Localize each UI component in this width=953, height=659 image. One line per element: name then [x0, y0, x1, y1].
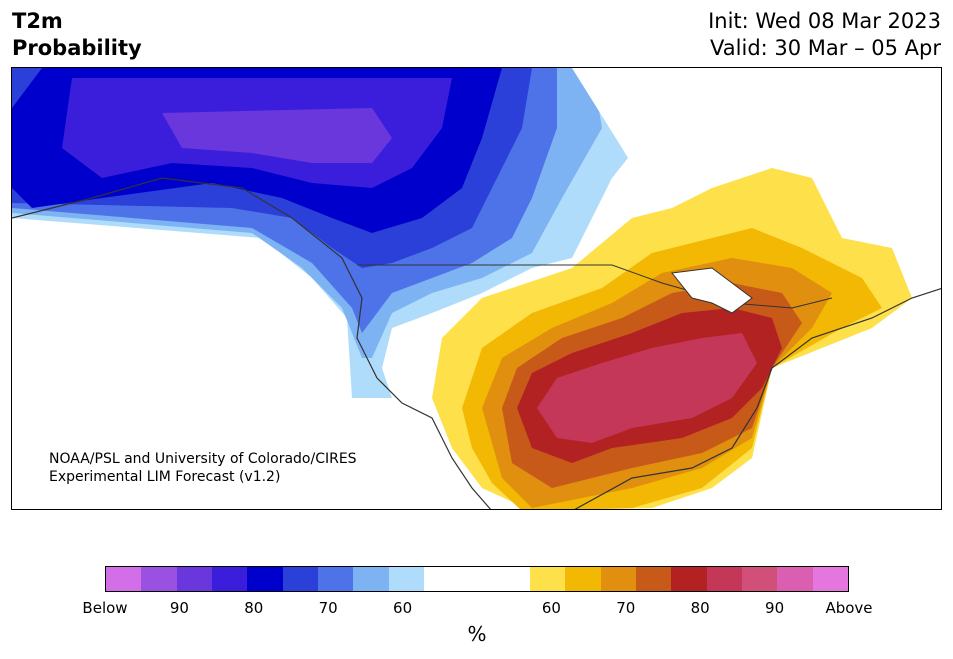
title-line-1: T2m: [12, 9, 63, 33]
colorbar-swatch: [600, 567, 636, 591]
colorbar-swatch: [106, 567, 142, 591]
colorbar-swatch: [494, 567, 530, 591]
colorbar-swatch: [176, 567, 212, 591]
colorbar-swatch: [353, 567, 389, 591]
colorbar-swatch: [741, 567, 778, 591]
colorbar-swatch: [777, 567, 813, 591]
colorbar-tick-label: 80: [244, 599, 264, 617]
init-date: Init: Wed 08 Mar 2023: [708, 9, 941, 33]
forecast-dates: Init: Wed 08 Mar 2023 Valid: 30 Mar – 05…: [708, 8, 941, 62]
colorbar-tick-label: 60: [393, 599, 413, 617]
warm-zone-85: [537, 333, 757, 443]
colorbar-tick-label: Above: [825, 599, 873, 617]
title-line-2: Probability: [12, 36, 142, 60]
map-canvas: [12, 68, 941, 509]
colorbar-tick-label: 80: [690, 599, 710, 617]
colorbar-swatch: [211, 567, 248, 591]
colorbar-swatch: [423, 567, 460, 591]
colorbar-swatch: [247, 567, 283, 591]
great-lakes: [671, 267, 753, 314]
cold-zone-95: [162, 108, 392, 163]
colorbar-tick-label: 70: [318, 599, 338, 617]
coastline: [12, 177, 941, 509]
credit-text: NOAA/PSL and University of Colorado/CIRE…: [49, 450, 357, 486]
colorbar-tick-label: 90: [765, 599, 785, 617]
colorbar-tick-label: 60: [541, 599, 561, 617]
credit-line-2: Experimental LIM Forecast (v1.2): [49, 469, 281, 485]
colorbar-swatch: [671, 567, 707, 591]
credit-line-1: NOAA/PSL and University of Colorado/CIRE…: [49, 451, 357, 467]
colorbar-tick-label: 70: [616, 599, 636, 617]
map-title: T2m Probability: [12, 8, 142, 62]
colorbar-swatch: [529, 567, 566, 591]
colorbar-swatch: [141, 567, 177, 591]
hudson-water: [572, 68, 941, 248]
probability-map: NOAA/PSL and University of Colorado/CIRE…: [11, 67, 942, 510]
colorbar-swatch: [565, 567, 601, 591]
colorbar-swatch: [459, 567, 495, 591]
colorbar-swatch: [317, 567, 354, 591]
colorbar-tick-label: Below: [82, 599, 128, 617]
colorbar-swatch: [706, 567, 742, 591]
colorbar-swatch: [388, 567, 424, 591]
colorbar-unit: %: [467, 622, 487, 646]
colorbar: [105, 566, 849, 592]
colorbar-swatch: [282, 567, 318, 591]
valid-range: Valid: 30 Mar – 05 Apr: [710, 36, 941, 60]
colorbar-swatch: [812, 567, 848, 591]
colorbar-tick-label: 90: [169, 599, 189, 617]
colorbar-swatch: [635, 567, 672, 591]
